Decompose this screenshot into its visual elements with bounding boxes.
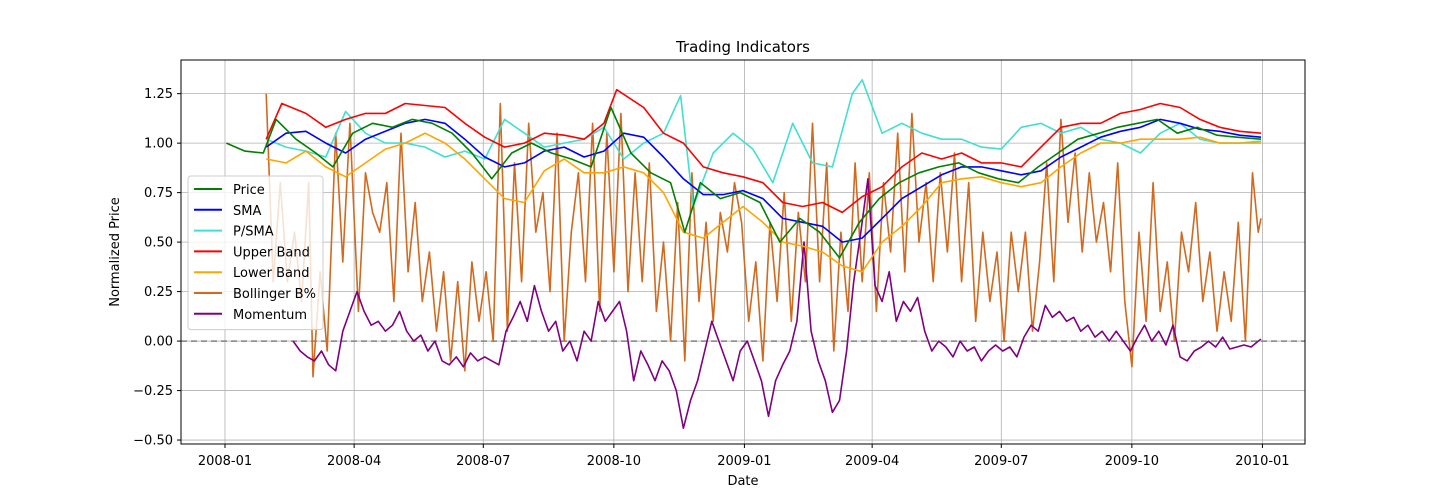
series-line-bollinger-b <box>265 93 1262 378</box>
series-lines <box>226 79 1262 430</box>
y-tick-label: 0.50 <box>144 236 173 251</box>
series-line-momentum <box>292 178 1262 430</box>
x-tick-label: 2009-04 <box>845 454 899 469</box>
legend-label-price: Price <box>233 183 265 198</box>
x-axis-title: Date <box>727 474 758 489</box>
legend-label-bollinger-b: Bollinger B% <box>233 287 316 302</box>
y-tick-label: 1.25 <box>144 87 173 102</box>
y-tick-label: 0.25 <box>144 285 173 300</box>
x-tick-label: 2008-10 <box>587 454 641 469</box>
series-line-lower-band <box>266 132 1261 273</box>
y-axis-title: Normalized Price <box>108 197 123 307</box>
x-tick-label: 2009-10 <box>1105 454 1159 469</box>
x-tick-label: 2008-07 <box>456 454 510 469</box>
legend-box <box>187 175 324 331</box>
y-tick-label: 0.00 <box>144 335 173 350</box>
legend-label-lower-band: Lower Band <box>233 266 309 281</box>
legend-label-sma: SMA <box>233 204 261 219</box>
axis-ticks: 2008-01 2008-04 2008-07 2008-10 2009-01 2009-… <box>133 87 1289 469</box>
series-line-sma <box>265 118 1262 243</box>
x-tick-label: 2009-07 <box>974 454 1028 469</box>
legend-label-p-sma: P/SMA <box>233 225 274 240</box>
plot-frame <box>180 59 1306 445</box>
x-tick-label: 2008-01 <box>198 454 252 469</box>
x-tick-label: 2010-01 <box>1235 454 1289 469</box>
chart-title: Trading Indicators <box>675 38 810 56</box>
x-tick-label: 2008-04 <box>327 454 381 469</box>
y-tick-label: 1.00 <box>144 137 173 152</box>
legend-label-upper-band: Upper Band <box>233 245 310 260</box>
legend-label-momentum: Momentum <box>233 308 307 323</box>
series-line-upper-band <box>265 88 1262 214</box>
y-tick-label: 0.75 <box>144 186 173 201</box>
x-tick-label: 2009-01 <box>717 454 771 469</box>
y-tick-label: −0.50 <box>133 434 173 449</box>
y-tick-label: −0.25 <box>133 384 173 399</box>
legend: Price SMA P/SMA Upper Band Lower Band Bolling… <box>187 175 324 331</box>
series-line-price <box>226 106 1262 259</box>
series-line-p-sma <box>265 79 1262 208</box>
